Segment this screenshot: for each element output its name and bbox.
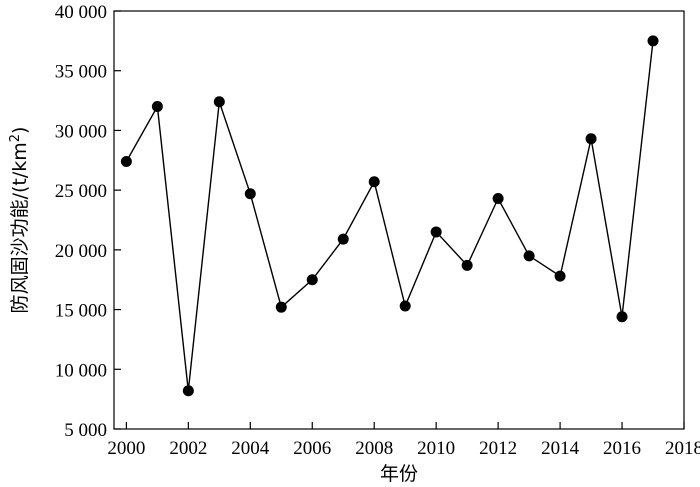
data-point xyxy=(182,385,194,397)
data-point xyxy=(430,226,442,238)
y-tick-label: 20 000 xyxy=(55,241,107,262)
y-axis-label-sup: 2 xyxy=(8,134,23,142)
y-tick-label: 40 000 xyxy=(55,2,107,23)
y-tick-label: 15 000 xyxy=(55,301,107,322)
series-points xyxy=(120,35,659,397)
y-axis: 5 000 10 000 15 000 20 000 25 000 30 000 35 00… xyxy=(55,2,121,441)
y-tick-label: 5 000 xyxy=(64,420,107,441)
y-axis-label-main: 防风固沙功能/(t/km xyxy=(9,142,31,313)
x-tick-label: 2000 xyxy=(107,438,145,459)
plot-frame xyxy=(113,10,685,430)
x-tick-label: 2012 xyxy=(479,438,517,459)
series-line xyxy=(125,40,654,391)
data-point xyxy=(120,155,132,167)
data-point xyxy=(554,270,566,282)
data-point xyxy=(275,301,287,313)
data-point xyxy=(616,311,628,323)
x-axis: 2000 2002 2004 2006 2008 2010 2012 2014 2016 2018 xyxy=(107,422,700,459)
data-point xyxy=(244,188,256,200)
y-axis-label: 防风固沙功能/(t/km2) xyxy=(8,127,31,314)
data-point xyxy=(306,274,318,286)
data-point xyxy=(399,300,411,312)
data-point xyxy=(368,176,380,188)
x-tick-label: 2018 xyxy=(665,438,700,459)
x-tick-label: 2016 xyxy=(603,438,641,459)
data-point xyxy=(585,133,597,145)
y-tick-label: 30 000 xyxy=(55,121,107,142)
data-point xyxy=(647,35,659,47)
data-point xyxy=(492,193,504,205)
y-tick-label: 10 000 xyxy=(55,360,107,381)
y-axis-label-end: ) xyxy=(9,127,31,134)
x-axis-label: 年份 xyxy=(380,463,418,485)
data-point xyxy=(337,233,349,245)
x-tick-label: 2006 xyxy=(293,438,331,459)
x-tick-label: 2002 xyxy=(169,438,207,459)
y-tick-label: 25 000 xyxy=(55,181,107,202)
x-tick-label: 2008 xyxy=(355,438,393,459)
data-point xyxy=(151,101,163,113)
x-tick-label: 2010 xyxy=(417,438,455,459)
x-tick-label: 2004 xyxy=(231,438,270,459)
data-point xyxy=(461,259,473,271)
data-point xyxy=(213,96,225,108)
y-tick-label: 35 000 xyxy=(55,62,107,83)
data-point xyxy=(523,250,535,262)
x-tick-label: 2014 xyxy=(541,438,580,459)
series-lines xyxy=(125,40,654,391)
